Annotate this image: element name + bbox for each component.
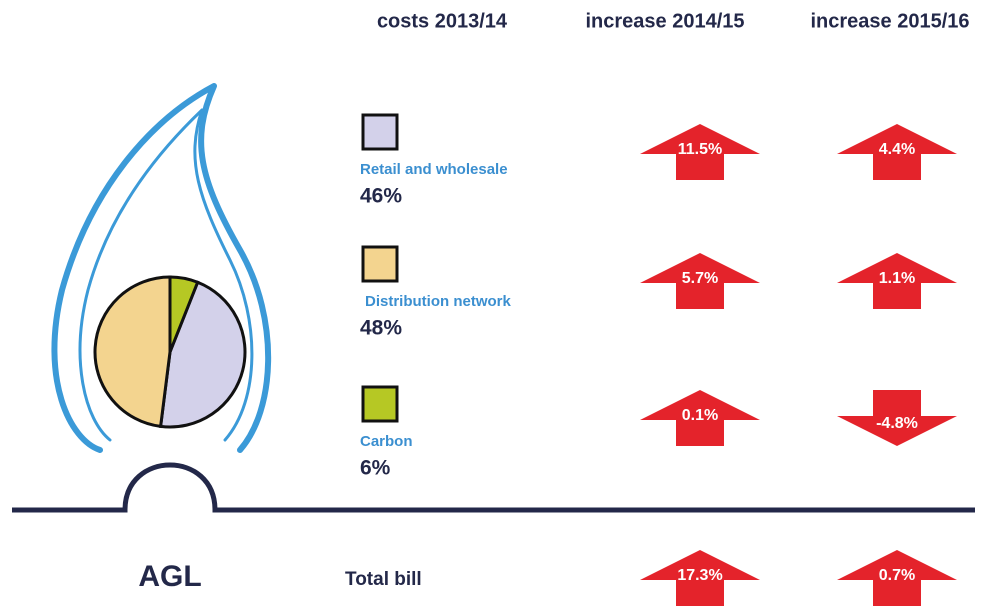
legend-label: Retail and wholesale: [360, 161, 508, 178]
legend-value: 6%: [360, 457, 391, 480]
header: costs 2013/14: [377, 10, 508, 32]
arrow-label: 17.3%: [677, 567, 722, 584]
infographic: costs 2013/14 increase 2014/15 increase …: [0, 0, 988, 611]
legend-swatch: [363, 387, 397, 421]
arrow-label: 5.7%: [682, 270, 718, 287]
legend-label: Distribution network: [365, 293, 511, 310]
legend-value: 48%: [360, 317, 402, 340]
arrow-label: 0.1%: [682, 407, 718, 424]
arrow-label: -4.8%: [876, 415, 918, 432]
header: increase 2015/16: [810, 10, 969, 32]
legend-swatch: [363, 247, 397, 281]
brand: AGL: [138, 560, 201, 593]
arrow-label: 11.5%: [678, 141, 722, 158]
total-label: Total bill: [345, 569, 422, 590]
legend-label: Carbon: [360, 433, 413, 450]
arrow-label: 4.4%: [879, 141, 915, 158]
legend-value: 46%: [360, 185, 402, 208]
pie-slice: [95, 277, 170, 426]
legend-swatch: [363, 115, 397, 149]
burner-line: [12, 465, 975, 510]
arrow-label: 1.1%: [879, 270, 915, 287]
header: increase 2014/15: [585, 10, 744, 32]
arrow-label: 0.7%: [879, 567, 915, 584]
